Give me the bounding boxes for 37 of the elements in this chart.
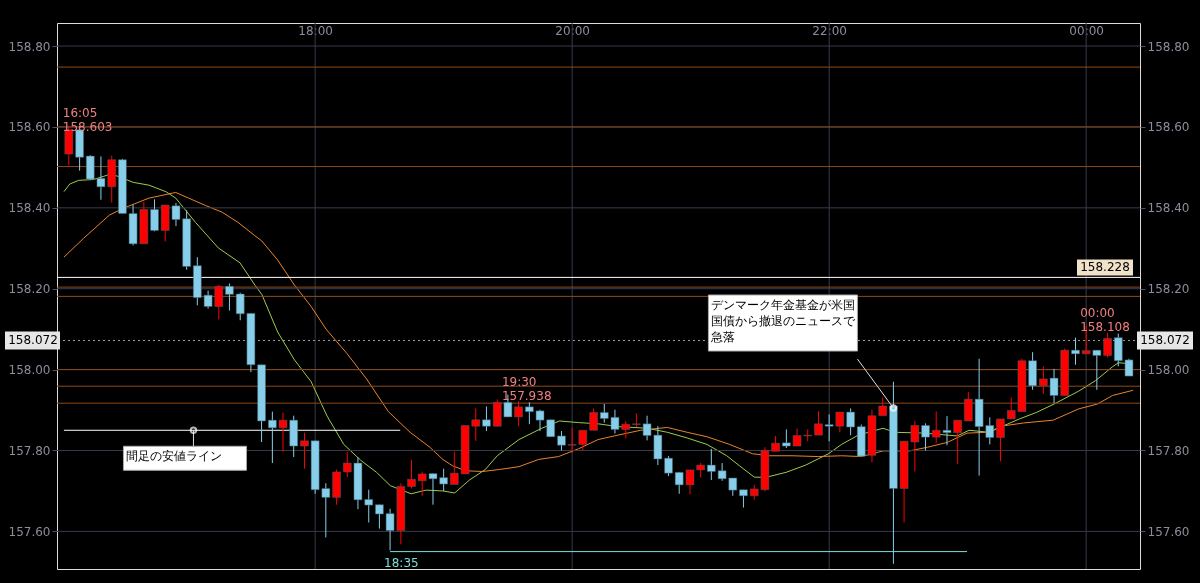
candlestick	[557, 430, 566, 451]
x-tick-label: 18:00	[298, 23, 333, 38]
candlestick	[846, 407, 855, 436]
ref-line-label: 158.228	[1080, 260, 1130, 275]
candlestick	[589, 407, 598, 431]
y2-tick-label: 158.60	[1147, 120, 1190, 135]
candlestick	[225, 282, 234, 312]
y2-tick-label: 158.80	[1147, 39, 1190, 54]
y-tick-label: 158.60	[8, 120, 51, 135]
ref-line-label: 158.072	[8, 333, 58, 348]
y2-tick-label: 157.80	[1147, 444, 1190, 458]
y-tick-label: 157.60	[8, 524, 51, 539]
candlestick	[814, 410, 823, 436]
annotation: 18:35	[384, 556, 419, 571]
annotation: 間足の安値ライン	[126, 449, 223, 464]
y-tick-label: 158.20	[8, 282, 51, 297]
y2-tick-label: 158.40	[1147, 201, 1190, 216]
y2-tick-label: 158.00	[1147, 363, 1190, 378]
y-tick-label: 158.40	[8, 201, 51, 216]
x-tick-label: 22:00	[812, 23, 847, 38]
x-tick-label: 20:00	[555, 23, 590, 38]
annotation: 19:30 157.938	[501, 374, 552, 403]
y-tick-label: 158.00	[8, 363, 51, 378]
text: 158.072	[1140, 333, 1190, 348]
candlestick	[482, 405, 491, 432]
candlestick	[996, 418, 1005, 462]
y-tick-label: 158.80	[8, 39, 51, 54]
candlestick	[1103, 332, 1112, 358]
y2-tick-label: 157.60	[1147, 524, 1190, 539]
x-tick-label: 00:00	[1069, 23, 1104, 38]
y-tick-label: 157.80	[8, 444, 51, 458]
candlestick	[1071, 337, 1080, 366]
candlestick	[300, 432, 309, 470]
y2-tick-label: 158.20	[1147, 282, 1190, 297]
annotation: デンマーク年金基金が米国国債から撤退のニュースで急落	[710, 298, 857, 345]
annotation: 00:00 158.108	[1080, 305, 1130, 334]
annotation: 16:05 158.603	[62, 105, 113, 134]
